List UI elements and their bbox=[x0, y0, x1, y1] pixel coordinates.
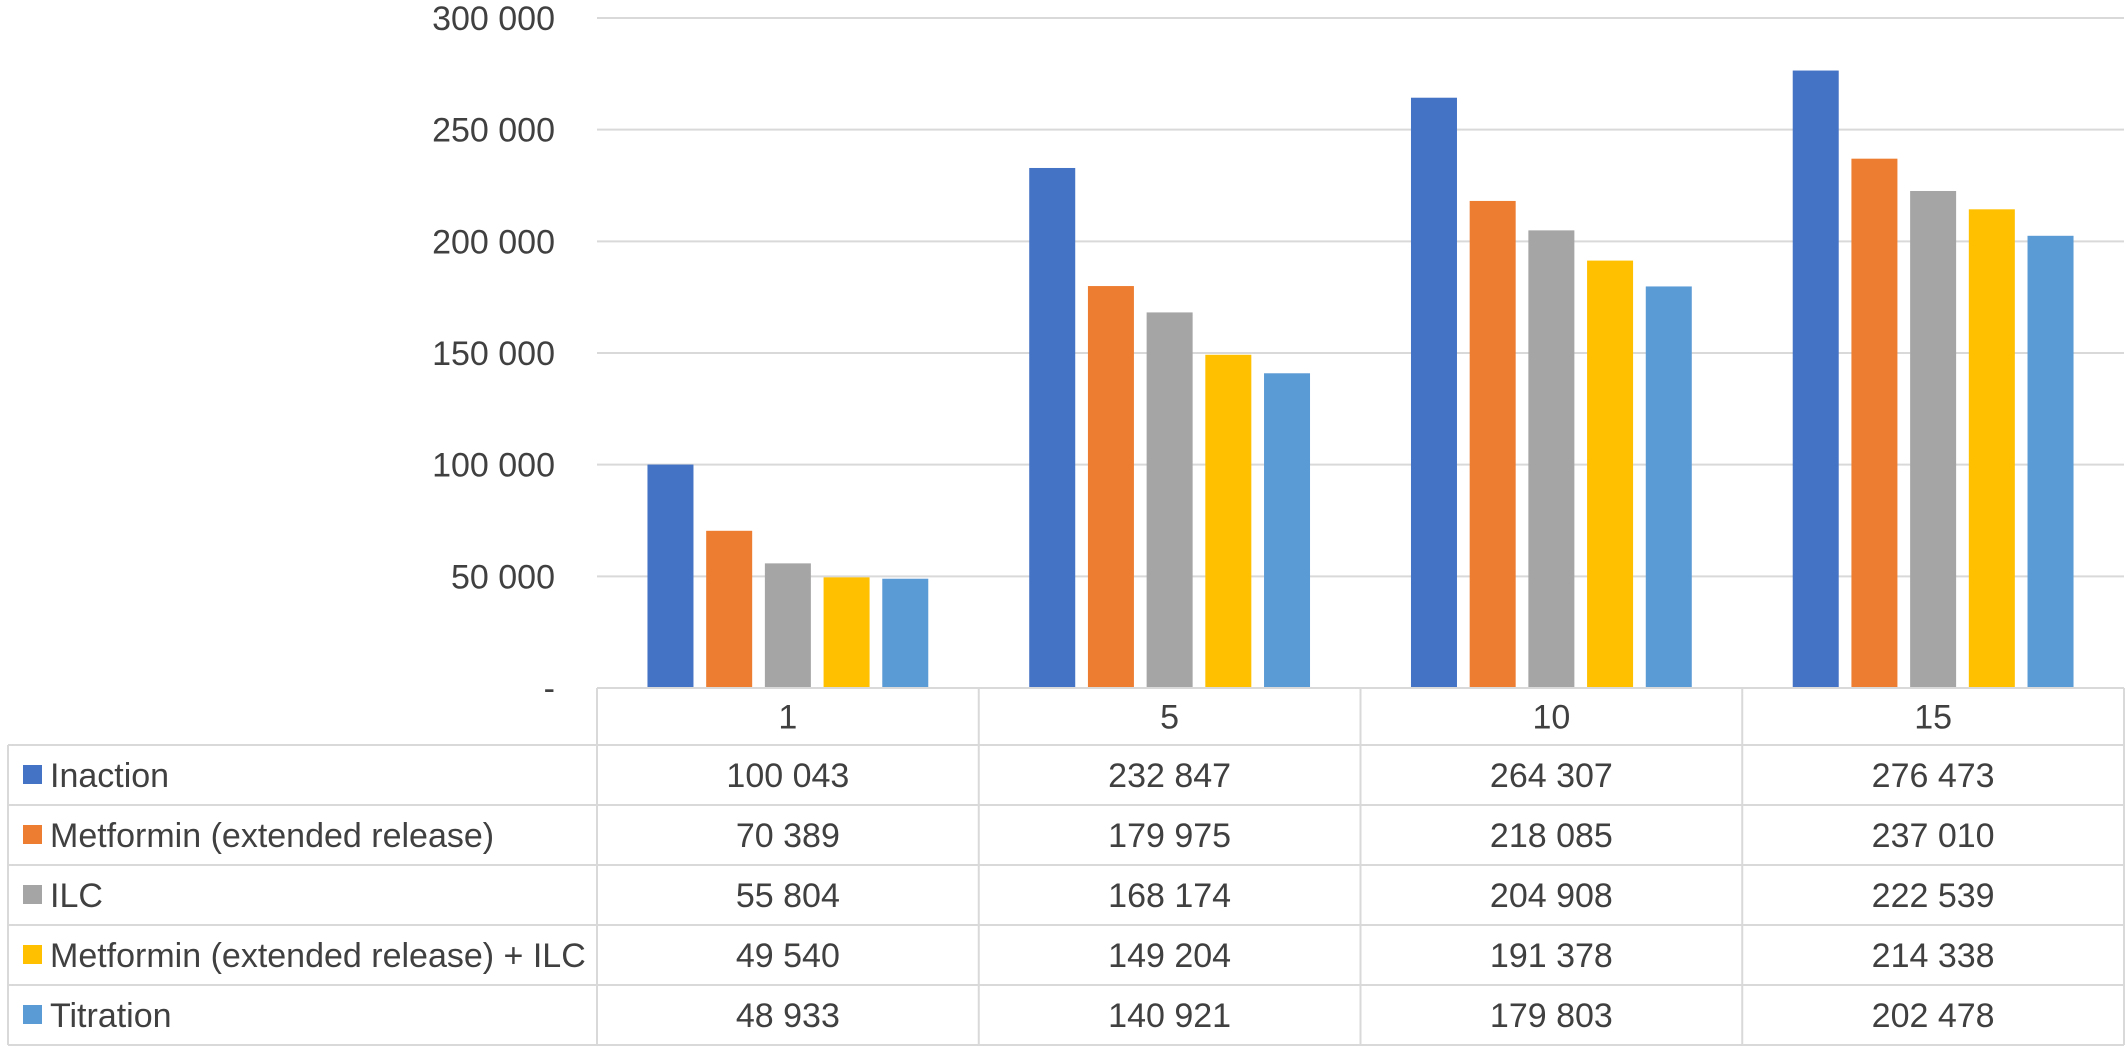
bar-1-2 bbox=[1029, 167, 1076, 688]
data-table-cell: 168 174 bbox=[1108, 877, 1231, 915]
y-tick-label: - bbox=[544, 670, 555, 708]
legend-key-3 bbox=[23, 885, 42, 904]
bar-1-4 bbox=[1792, 70, 1839, 688]
legend-key-5 bbox=[23, 1005, 42, 1024]
bar-2-4 bbox=[1851, 158, 1898, 688]
legend-label: ILC bbox=[50, 877, 103, 915]
category-label: 10 bbox=[1532, 699, 1570, 737]
bar-2-1 bbox=[706, 530, 753, 688]
y-tick-label: 50 000 bbox=[451, 558, 555, 596]
data-table-cell: 232 847 bbox=[1108, 757, 1231, 795]
bar-2-2 bbox=[1087, 286, 1134, 688]
data-table-cell: 264 307 bbox=[1490, 757, 1613, 795]
bar-1-3 bbox=[1410, 97, 1457, 689]
bar-5-3 bbox=[1645, 286, 1692, 688]
bar-4-4 bbox=[1968, 209, 2015, 688]
bar-1-1 bbox=[647, 464, 694, 688]
bar-5-1 bbox=[882, 578, 929, 688]
category-label: 5 bbox=[1160, 699, 1179, 737]
data-table-cell: 204 908 bbox=[1490, 877, 1613, 915]
data-table-cell: 149 204 bbox=[1108, 937, 1231, 975]
legend-label: Metformin (extended release) bbox=[50, 817, 494, 855]
bar-3-3 bbox=[1528, 230, 1575, 688]
category-label: 1 bbox=[778, 699, 797, 737]
data-table-cell: 100 043 bbox=[726, 757, 849, 795]
data-table-cell: 276 473 bbox=[1872, 757, 1995, 795]
data-table-cell: 179 975 bbox=[1108, 817, 1231, 855]
y-tick-label: 100 000 bbox=[432, 447, 555, 485]
y-tick-label: 300 000 bbox=[432, 0, 555, 38]
data-table-cell: 214 338 bbox=[1872, 937, 1995, 975]
bar-3-2 bbox=[1146, 312, 1193, 688]
data-table-cell: 48 933 bbox=[736, 997, 840, 1035]
bar-4-1 bbox=[823, 577, 870, 688]
data-table-cell: 202 478 bbox=[1872, 997, 1995, 1035]
data-table-cell: 49 540 bbox=[736, 937, 840, 975]
legend-key-2 bbox=[23, 825, 42, 844]
bar-4-3 bbox=[1587, 260, 1634, 688]
legend-key-1 bbox=[23, 765, 42, 784]
legend-label: Metformin (extended release) + ILC bbox=[50, 937, 586, 975]
data-table-cell: 222 539 bbox=[1872, 877, 1995, 915]
bar-2-3 bbox=[1469, 200, 1516, 689]
legend-label: Inaction bbox=[50, 757, 169, 795]
data-table-cell: 179 803 bbox=[1490, 997, 1613, 1035]
data-table-cell: 237 010 bbox=[1872, 817, 1995, 855]
bar-5-4 bbox=[2027, 235, 2074, 688]
category-label: 15 bbox=[1914, 699, 1952, 737]
data-table-cell: 55 804 bbox=[736, 877, 840, 915]
y-tick-label: 150 000 bbox=[432, 335, 555, 373]
legend-key-4 bbox=[23, 945, 42, 964]
data-table-cell: 140 921 bbox=[1108, 997, 1231, 1035]
bar-4-2 bbox=[1205, 354, 1252, 688]
y-tick-label: 250 000 bbox=[432, 112, 555, 150]
data-table-cell: 191 378 bbox=[1490, 937, 1613, 975]
legend-label: Titration bbox=[50, 997, 172, 1035]
y-tick-label: 200 000 bbox=[432, 223, 555, 261]
bar-3-1 bbox=[764, 563, 811, 688]
data-table-cell: 218 085 bbox=[1490, 817, 1613, 855]
data-table-cell: 70 389 bbox=[736, 817, 840, 855]
bar-5-2 bbox=[1264, 373, 1311, 688]
bar-3-4 bbox=[1910, 190, 1957, 689]
